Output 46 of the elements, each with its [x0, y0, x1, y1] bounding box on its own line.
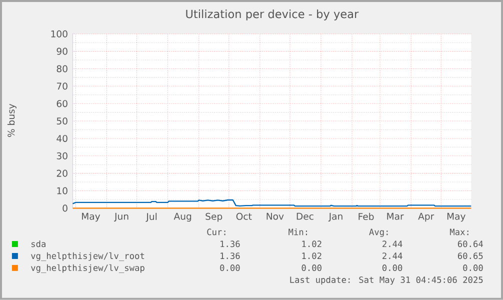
legend-label: vg_helpthisjew/lv_root	[31, 252, 144, 262]
x-tick-label: Nov	[266, 212, 284, 220]
text: 1.02	[302, 252, 322, 260]
x-tick-label: Mar	[387, 212, 404, 220]
chart-title: Utilization per device - by year	[186, 10, 359, 21]
text: 0.00	[220, 264, 240, 272]
text: 0.00	[302, 264, 322, 272]
text: 1.36	[220, 240, 240, 248]
text: 60.64	[458, 240, 483, 248]
legend-label: vg_helpthisjew/lv_swap	[31, 264, 144, 274]
x-tick-label: May	[82, 212, 100, 222]
x-tick-label: Jan	[328, 212, 342, 222]
y-tick-label: 70	[56, 82, 68, 90]
text: 2.44	[382, 252, 402, 260]
y-tick-label: 60	[56, 100, 68, 108]
y-tick-label: 90	[56, 48, 68, 55]
y-tick-label: 10	[57, 187, 68, 194]
y-tick-label: 100	[51, 30, 68, 38]
text: Last update: Sat May 31 04:45:06 2025	[290, 276, 483, 285]
x-tick-label: Feb	[358, 212, 374, 220]
text: Avg:	[369, 228, 388, 238]
x-tick-label: Aug	[174, 212, 192, 222]
y-tick-label: 0	[62, 204, 68, 212]
y-tick-label: 50	[56, 118, 68, 125]
text: Min:	[288, 228, 307, 236]
text: 1.02	[302, 240, 322, 248]
y-tick-label: 20	[56, 170, 68, 177]
text: 2.44	[382, 240, 402, 248]
text: 60.65	[458, 252, 483, 260]
y-tick-label: 80	[56, 65, 68, 72]
legend-label: sda	[31, 240, 46, 248]
x-tick-label: May	[447, 212, 466, 222]
text: Max:	[450, 228, 468, 236]
x-tick-label: Apr	[418, 212, 434, 222]
x-tick-label: Jul	[146, 212, 157, 222]
x-tick-label: Oct	[236, 212, 252, 220]
y-tick-label: 30	[56, 152, 68, 160]
x-tick-label: Sep	[206, 212, 222, 222]
x-tick-label: Dec	[296, 212, 314, 220]
text: 0.00	[382, 264, 402, 272]
y-axis-title: % busy	[7, 104, 16, 138]
x-tick-label: Jun	[114, 212, 128, 222]
text: Cur:	[207, 228, 226, 236]
text: 1.36	[220, 252, 240, 260]
y-tick-label: 40	[56, 135, 68, 142]
text: 0.00	[463, 264, 483, 272]
